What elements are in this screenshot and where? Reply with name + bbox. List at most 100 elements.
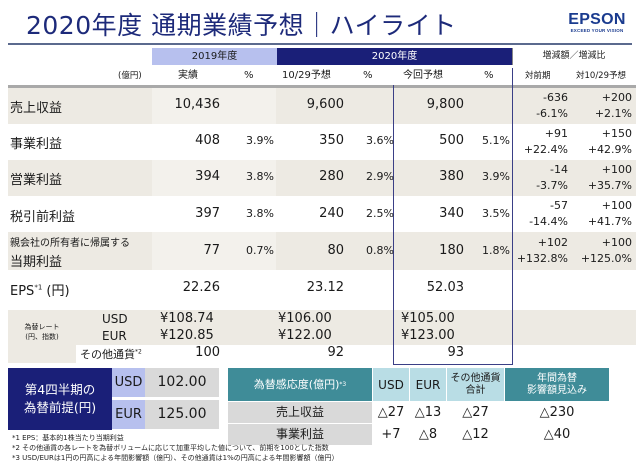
q4-assumption-label: 第4四半期の 為替前提(円) (8, 368, 112, 430)
sensitivity-col-eur: EUR (410, 368, 446, 401)
title-divider (8, 43, 632, 45)
pretax-profit-oct: 240 (319, 206, 344, 221)
business-profit-vs-amt: +150 (601, 127, 632, 140)
operating-profit-yoy-pct: -3.7% (536, 179, 568, 192)
header-separator (512, 48, 513, 65)
fx-usd-current: ¥105.00 (401, 311, 455, 326)
q4-eur-label: EUR (112, 400, 145, 429)
logo-brand: EPSON (568, 11, 626, 28)
operating-profit-current: 380 (439, 169, 464, 184)
pretax-profit-current-pct: 3.5% (482, 207, 510, 220)
operating-profit-actual: 394 (195, 169, 220, 184)
sensitivity-col-other-line2: 合計 (465, 384, 486, 396)
fx-other-actual: 100 (195, 345, 220, 360)
sensitivity-business-profit-usd: +7 (381, 427, 401, 442)
eps-label: EPS*1 (円) (10, 280, 70, 299)
sensitivity-col-usd: USD (373, 368, 409, 401)
sensitivity-row-label-business-profit: 事業利益 (228, 424, 372, 445)
net-profit-oct: 80 (327, 243, 344, 258)
operating-profit-oct: 280 (319, 169, 344, 184)
col-oct-pct: % (363, 70, 373, 81)
revenue-oct: 9,600 (306, 97, 344, 112)
footnote-1: *1 EPS：基本的1株当たり当期利益 (12, 434, 124, 442)
sensitivity-revenue-other: △27 (462, 405, 489, 420)
revenue-vs-amt: +200 (601, 91, 632, 104)
sensitivity-col-annual-line1: 年間為替 (537, 372, 577, 384)
fx-label-line2: (円、指数) (25, 333, 59, 341)
sensitivity-business-profit-other: △12 (462, 427, 489, 442)
row-bg-net-fy2019 (152, 232, 276, 270)
sensitivity-title: 為替感応度(億円) *3 (228, 368, 372, 401)
row-bg-revenue-fy2019 (152, 88, 276, 124)
net-profit-vs-pct: +125.0% (580, 252, 632, 265)
fx-other-footnote-mark: *2 (135, 348, 142, 356)
sensitivity-col-other-line1: その他通貨 (450, 372, 501, 384)
col-actual: 実績 (178, 70, 198, 81)
revenue-actual: 10,436 (174, 97, 221, 112)
net-profit-oct-pct: 0.8% (366, 244, 394, 257)
pretax-profit-actual-pct: 3.8% (246, 207, 274, 220)
business-profit-actual: 408 (195, 133, 220, 148)
footnote-2: *2 その他通貨の各レートを為替ボリュームに応じて加重平均した値について、前期を… (12, 444, 329, 452)
fx-eur-actual: ¥120.85 (160, 328, 214, 343)
sensitivity-revenue-eur: △13 (414, 405, 442, 420)
operating-profit-yoy-amt: -14 (550, 163, 568, 176)
sensitivity-col-annual-line2: 影響額見込み (527, 384, 587, 396)
operating-profit-current-pct: 3.9% (482, 170, 510, 183)
row-bg-net (8, 232, 636, 270)
fx-other-label-text: その他通貨 (80, 348, 135, 361)
row-label-pretax-profit: 税引前利益 (10, 210, 76, 225)
sensitivity-revenue-usd: △27 (377, 405, 405, 420)
q4-separator (112, 397, 219, 400)
sensitivity-footnote-mark: *3 (339, 380, 347, 388)
fx-label-line1: 為替レート (24, 323, 60, 331)
pretax-profit-oct-pct: 2.5% (366, 207, 394, 220)
row-bg-operating-fy2019 (152, 160, 276, 196)
business-profit-current: 500 (439, 133, 464, 148)
epson-logo: EPSON EXCEED YOUR VISION (562, 12, 632, 34)
q4-usd-label: USD (112, 368, 145, 397)
revenue-vs-pct: +2.1% (594, 107, 632, 120)
fx-label: 為替レート (円、指数) (12, 322, 72, 342)
header-rule (8, 85, 636, 88)
fx-other-current: 93 (447, 345, 464, 360)
eps-current: 52.03 (426, 280, 464, 295)
pretax-profit-vs-pct: +41.7% (587, 215, 632, 228)
business-profit-vs-pct: +42.9% (587, 143, 632, 156)
row-label-net-profit-line2: 当期利益 (10, 255, 63, 270)
fx-eur-current: ¥123.00 (401, 328, 455, 343)
net-profit-current-pct: 1.8% (482, 244, 510, 257)
eps-unit: (円) (46, 284, 70, 299)
q4-eur-value: 125.00 (145, 400, 219, 429)
sensitivity-business-profit-annual: △40 (543, 427, 571, 442)
footnote-3: *3 USD/EURは1円の円高による年間影響額（億円）、その他通貨は1%の円高… (12, 454, 339, 462)
row-label-operating-profit: 営業利益 (10, 173, 63, 188)
fx-eur-label: EUR (102, 329, 127, 343)
fx-usd-oct: ¥106.00 (278, 311, 332, 326)
fx-other-oct: 92 (327, 345, 344, 360)
revenue-yoy-pct: -6.1% (536, 107, 568, 120)
q4-label-line1: 第4四半期の (24, 382, 96, 397)
col-current-forecast: 今回予想 (403, 70, 443, 81)
page-title: 2020年度 通期業績予想｜ハイライト (26, 11, 457, 40)
fx-other-label: その他通貨*2 (80, 346, 142, 362)
sensitivity-row-label-revenue: 売上収益 (228, 402, 372, 423)
operating-profit-vs-pct: +35.7% (587, 179, 632, 192)
net-profit-actual-pct: 0.7% (246, 244, 274, 257)
logo-tagline: EXCEED YOUR VISION (570, 28, 624, 33)
header-fy2019: 2019年度 (152, 48, 277, 65)
row-label-revenue: 売上収益 (10, 101, 63, 116)
fx-usd-actual: ¥108.74 (160, 311, 214, 326)
net-profit-current: 180 (439, 243, 464, 258)
row-label-business-profit: 事業利益 (10, 137, 63, 152)
header-diff: 増減額／増減比 (512, 48, 636, 65)
revenue-current: 9,800 (426, 97, 464, 112)
fx-usd-label: USD (102, 312, 128, 326)
operating-profit-actual-pct: 3.8% (246, 170, 274, 183)
sensitivity-title-text: 為替感応度(億円) (253, 377, 340, 391)
net-profit-vs-amt: +100 (601, 236, 632, 249)
pretax-profit-actual: 397 (195, 206, 220, 221)
net-profit-yoy-pct: +132.8% (516, 252, 568, 265)
sensitivity-col-other: その他通貨 合計 (447, 368, 504, 401)
pretax-profit-current: 340 (439, 206, 464, 221)
